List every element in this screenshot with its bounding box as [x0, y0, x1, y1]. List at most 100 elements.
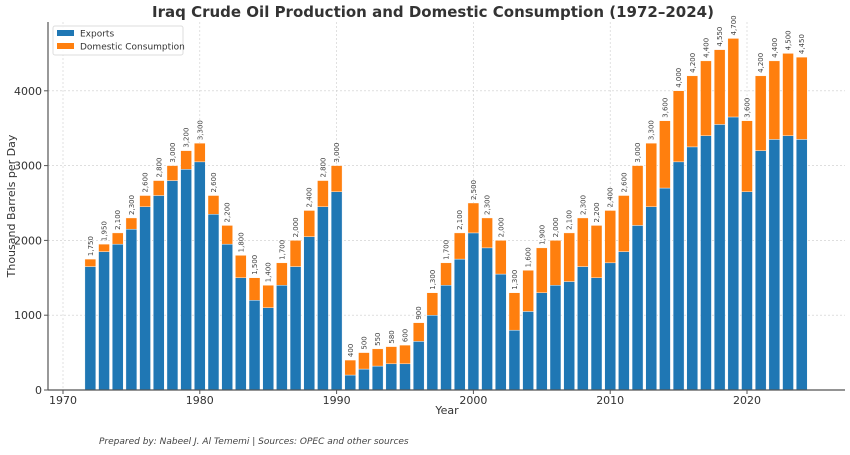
bar-exports	[235, 277, 247, 391]
data-label: 2,600	[210, 172, 218, 192]
bar-exports	[741, 191, 753, 391]
bar-exports	[686, 146, 698, 391]
footer-credit: Prepared by: Nabeel J. Al Tememi | Sourc…	[99, 437, 409, 447]
data-label: 2,000	[552, 217, 560, 237]
data-label: 3,000	[333, 143, 341, 163]
data-label: 4,000	[675, 68, 683, 88]
bar-domestic-consumption	[262, 285, 274, 308]
data-label: 2,100	[456, 210, 464, 230]
bar-exports	[713, 124, 726, 391]
bar-exports	[180, 169, 192, 391]
bar-domestic-consumption	[645, 142, 657, 207]
x-axis-label: Year	[434, 404, 459, 417]
data-label: 2,000	[292, 217, 300, 237]
bar-domestic-consumption	[84, 258, 97, 267]
data-label: 4,400	[771, 38, 779, 58]
bar-domestic-consumption	[330, 165, 343, 192]
bar-exports	[371, 365, 384, 391]
chart-title: Iraq Crude Oil Production and Domestic C…	[152, 3, 714, 21]
data-label: 2,100	[566, 210, 574, 230]
y-tick-label: 0	[35, 384, 42, 397]
bar-exports	[399, 363, 411, 391]
bar-domestic-consumption	[536, 247, 548, 293]
x-ticks: 1970 1980 1990 2000 2010 2020	[49, 390, 761, 407]
bar-domestic-consumption	[399, 344, 411, 365]
bar-exports	[768, 139, 781, 391]
bar-domestic-consumption	[166, 165, 179, 181]
bar-domestic-consumption	[549, 240, 562, 286]
bar-exports	[303, 236, 315, 391]
bar-exports	[481, 247, 493, 391]
legend-swatch-exports	[57, 30, 74, 36]
bar-domestic-consumption	[508, 292, 521, 331]
bar-exports	[139, 206, 151, 391]
x-tick-label: 1970	[49, 394, 77, 407]
bar-domestic-consumption	[426, 292, 439, 316]
data-label: 1,700	[278, 240, 286, 260]
bar-domestic-consumption	[604, 210, 616, 264]
bar-domestic-consumption	[98, 243, 110, 252]
data-label: 2,000	[497, 217, 505, 237]
bar-exports	[618, 251, 630, 391]
x-tick-label: 1980	[186, 394, 214, 407]
data-label: 1,300	[429, 270, 437, 290]
legend-box	[52, 25, 184, 56]
bar-domestic-consumption	[700, 60, 712, 136]
bar-domestic-consumption	[207, 195, 220, 215]
x-tick-label: 2000	[459, 394, 487, 407]
data-label: 580	[388, 330, 396, 343]
bar-exports	[495, 273, 507, 391]
data-label: 3,200	[183, 128, 191, 148]
bar-domestic-consumption	[659, 120, 671, 189]
bar-exports	[98, 251, 110, 391]
bar-domestic-consumption	[755, 75, 767, 151]
bar-exports	[317, 206, 329, 391]
bar-exports	[604, 262, 616, 391]
chart: 1,750 1,950 2,100 2,300 2,600 2,800 3,000 3,200…	[5, 3, 845, 417]
bar-exports	[454, 258, 466, 391]
bar-domestic-consumption	[139, 195, 151, 207]
bar-domestic-consumption	[631, 165, 644, 226]
bar-exports	[289, 266, 302, 391]
bar-domestic-consumption	[522, 270, 534, 312]
legend-label-domestic: Domestic Consumption	[80, 43, 185, 53]
bar-exports	[84, 266, 97, 391]
data-label: 1,750	[87, 236, 95, 256]
bar-exports	[672, 161, 685, 391]
bar-exports	[536, 292, 548, 391]
bar-domestic-consumption	[467, 202, 480, 234]
data-label: 4,500	[785, 30, 793, 50]
bar-domestic-consumption	[371, 348, 384, 367]
bar-exports	[577, 266, 589, 391]
y-axis-label: Thousand Barrels per Day	[5, 134, 18, 278]
data-label: 3,000	[169, 143, 177, 163]
bar-exports	[590, 277, 603, 391]
bar-domestic-consumption	[727, 38, 739, 118]
data-label: 400	[347, 344, 355, 357]
bar-domestic-consumption	[495, 240, 507, 275]
data-label: 4,450	[798, 34, 806, 54]
data-label: 2,100	[114, 210, 122, 230]
data-label: 3,000	[634, 143, 642, 163]
data-label: 900	[415, 306, 423, 319]
data-labels: 1,750 1,950 2,100 2,300 2,600 2,800 3,000 3,200…	[87, 15, 806, 357]
bar-exports	[755, 150, 767, 391]
data-label: 2,300	[128, 195, 136, 215]
bar-domestic-consumption	[194, 142, 206, 163]
bar-exports	[153, 195, 165, 391]
bar-exports	[344, 374, 356, 391]
y-tick-label: 4000	[14, 85, 42, 98]
y-tick-label: 2000	[14, 234, 42, 247]
bar-domestic-consumption	[741, 120, 753, 192]
bar-domestic-consumption	[481, 217, 493, 249]
bar-domestic-consumption	[221, 225, 233, 245]
data-label: 3,600	[661, 98, 669, 118]
data-label: 3,600	[744, 98, 752, 118]
data-label: 500	[360, 336, 368, 349]
bar-domestic-consumption	[276, 262, 288, 286]
data-label: 1,400	[265, 262, 273, 282]
data-label: 1,900	[538, 225, 546, 245]
data-label: 3,300	[196, 120, 204, 140]
data-label: 4,550	[716, 27, 724, 47]
data-label: 4,200	[689, 53, 697, 73]
